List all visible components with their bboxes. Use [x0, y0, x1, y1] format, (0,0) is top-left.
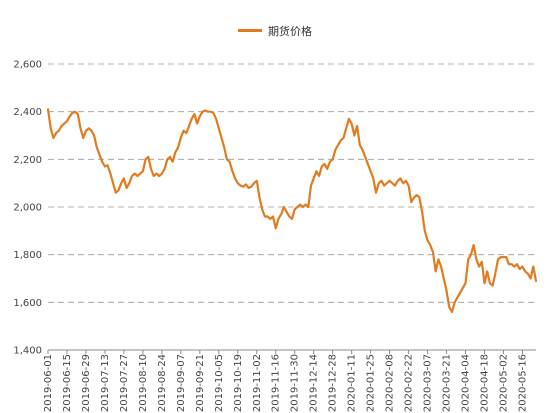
y-tick-label: 2,400 — [13, 107, 42, 118]
x-tick-label: 2020-04-04 — [461, 354, 472, 412]
x-tick-label: 2019-07-13 — [100, 354, 111, 412]
y-axis-tick-labels: 1,400 1,600 1,800 2,000 2,200 2,400 2,600 — [13, 60, 42, 357]
x-tick-label: 2019-08-24 — [157, 354, 168, 412]
x-tick-label: 2019-06-29 — [81, 354, 92, 412]
x-tick-label: 2020-01-25 — [366, 354, 377, 412]
series-line — [46, 108, 538, 313]
x-tick-label: 2019-06-15 — [62, 354, 73, 412]
x-tick-label: 2020-05-02 — [498, 354, 509, 412]
x-tick-label: 2019-12-28 — [328, 354, 339, 412]
x-tick-label: 2020-04-18 — [479, 354, 490, 412]
x-tick-label: 2020-03-07 — [423, 354, 434, 412]
legend-label: 期货价格 — [268, 24, 312, 38]
x-tick-label: 2019-12-14 — [309, 354, 320, 412]
y-tick-label: 2,600 — [13, 60, 42, 71]
y-tick-label: 1,800 — [13, 250, 42, 261]
x-tick-label: 2019-07-27 — [119, 354, 130, 412]
x-tick-label: 2019-09-07 — [176, 354, 187, 412]
y-tick-label: 2,200 — [13, 155, 42, 166]
x-tick-label: 2019-08-10 — [138, 354, 149, 412]
x-tick-label: 2019-11-02 — [252, 354, 263, 412]
y-tick-label: 2,000 — [13, 203, 42, 214]
legend-swatch — [238, 29, 262, 32]
x-tick-label: 2020-01-11 — [347, 354, 358, 412]
x-tick-label: 2019-10-19 — [233, 354, 244, 412]
legend: 期货价格 — [0, 22, 550, 39]
x-tick-label: 2020-03-21 — [442, 354, 453, 412]
series-layer — [46, 108, 538, 313]
x-tick-label: 2020-02-08 — [385, 354, 396, 412]
x-tick-label: 2019-11-30 — [290, 354, 301, 412]
x-tick-label: 2019-09-21 — [195, 354, 206, 412]
legend-item: 期货价格 — [238, 23, 312, 39]
y-tick-label: 1,400 — [13, 346, 42, 357]
x-tick-label: 2019-06-01 — [43, 354, 54, 412]
gridlines — [48, 63, 536, 303]
y-tick-label: 1,600 — [13, 298, 42, 309]
x-tick-label: 2019-10-05 — [214, 354, 225, 412]
x-tick-label: 2020-02-22 — [404, 354, 415, 412]
x-axis: 2019-06-01 2019-06-15 2019-06-29 2019-07-13… — [43, 349, 536, 412]
x-tick-label: 2019-11-16 — [271, 354, 282, 412]
x-tick-label: 2020-05-16 — [517, 354, 528, 412]
